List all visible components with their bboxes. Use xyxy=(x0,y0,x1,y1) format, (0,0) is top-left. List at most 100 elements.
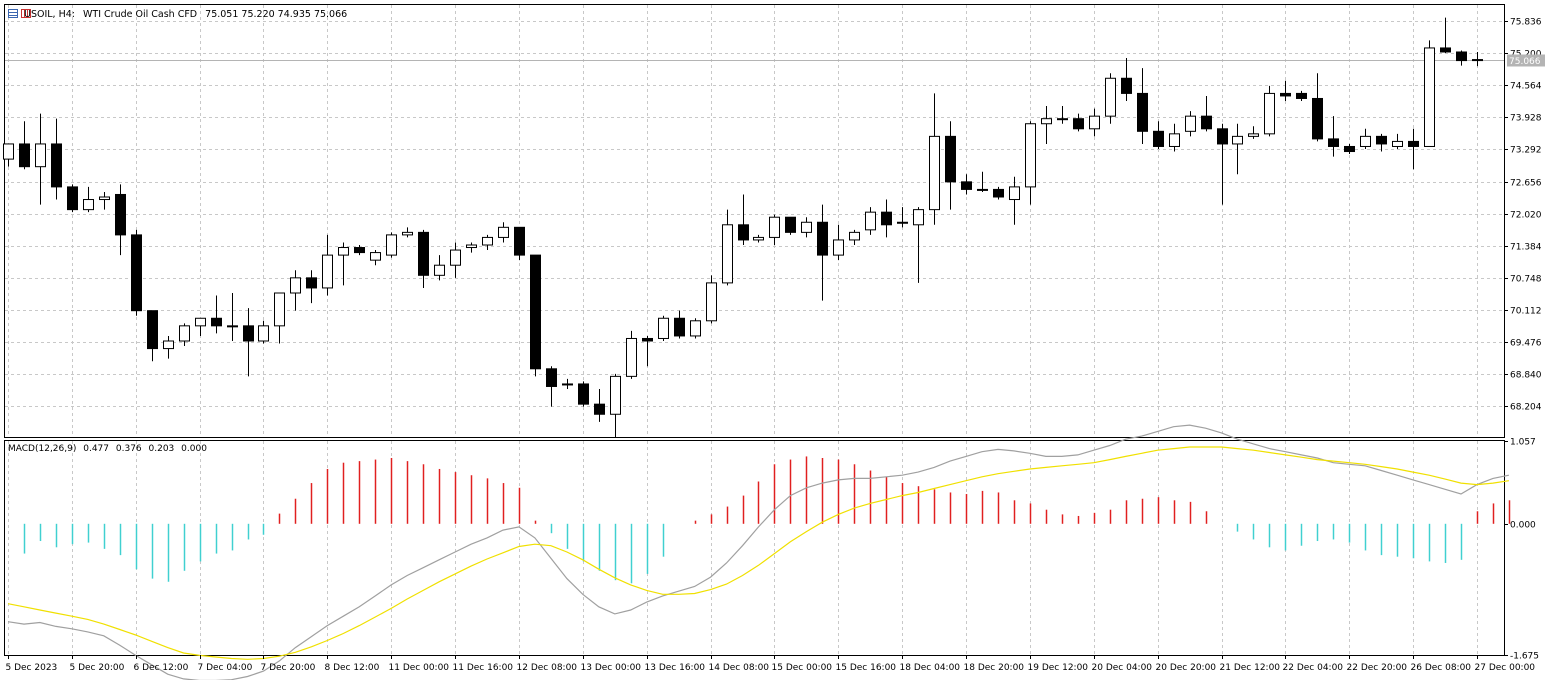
candle-body xyxy=(35,143,46,168)
chart-type-icon[interactable] xyxy=(21,9,31,18)
candle-body xyxy=(195,317,206,327)
candle-body xyxy=(51,143,62,188)
time-tick-label: 11 Dec 00:00 xyxy=(389,663,450,673)
candle-body xyxy=(1424,47,1435,147)
price-tick-label: 72.656 xyxy=(1510,179,1542,189)
candle-body xyxy=(1057,118,1068,121)
macd-value-1: 0.376 xyxy=(115,444,142,454)
price-tick-label: 68.204 xyxy=(1510,403,1542,413)
candle-body xyxy=(466,244,477,249)
candle-body xyxy=(738,224,749,241)
candle-body xyxy=(993,188,1004,198)
current-price-label: 75.066 xyxy=(1509,57,1541,67)
candle-body xyxy=(769,216,780,238)
candle-body xyxy=(753,236,764,241)
candle-body xyxy=(913,209,924,226)
candle-body xyxy=(1280,92,1291,97)
axis-layer: 75.83675.20074.56473.92873.29272.65672.0… xyxy=(6,18,1545,673)
time-tick-label: 15 Dec 16:00 xyxy=(836,663,897,673)
candle-body xyxy=(498,226,509,238)
candle-body xyxy=(1169,133,1180,147)
price-layer xyxy=(3,17,1504,437)
candle-body xyxy=(961,181,972,190)
candle-body xyxy=(290,277,301,294)
candle-body xyxy=(977,188,988,191)
candle-body xyxy=(115,193,126,236)
candle-body xyxy=(1201,115,1212,130)
candle-body xyxy=(1296,92,1307,99)
time-tick-label: 18 Dec 20:00 xyxy=(964,663,1025,673)
time-tick-label: 7 Dec 04:00 xyxy=(198,663,253,673)
time-tick-label: 20 Dec 20:00 xyxy=(1156,663,1217,673)
candle-body xyxy=(1232,135,1243,145)
symbol-label: USOIL, H4: xyxy=(24,9,75,20)
candle-body xyxy=(785,216,796,233)
candle-body xyxy=(1089,115,1100,130)
candle-body xyxy=(1217,128,1228,145)
candle-body xyxy=(338,247,349,256)
time-tick-label: 13 Dec 16:00 xyxy=(645,663,706,673)
candle-body xyxy=(67,186,78,211)
candle-body xyxy=(1105,77,1116,117)
candle-body xyxy=(19,143,30,168)
candle-body xyxy=(322,254,333,289)
candle-body xyxy=(179,325,190,342)
candle-body xyxy=(1041,118,1052,125)
time-tick-label: 5 Dec 2023 xyxy=(6,663,58,673)
candle-body xyxy=(1137,92,1148,132)
candle-body xyxy=(306,277,317,289)
candle-body xyxy=(1073,118,1084,130)
candle-body xyxy=(99,196,110,201)
candle-body xyxy=(1312,97,1323,140)
chart-header: USOIL, H4: WTI Crude Oil Cash CFD 75.051… xyxy=(24,9,352,20)
candle-body xyxy=(865,211,876,231)
time-tick-label: 27 Dec 00:00 xyxy=(1475,663,1536,673)
macd-tick-label: 0.000 xyxy=(1510,521,1536,531)
candle-body xyxy=(801,221,812,233)
candle-body xyxy=(370,252,381,261)
candle-body xyxy=(1392,140,1403,147)
candle-body xyxy=(1121,77,1132,94)
grid-layer xyxy=(5,5,1504,655)
candle-body xyxy=(1185,115,1196,132)
candle-body xyxy=(610,375,621,415)
price-tick-label: 73.292 xyxy=(1510,146,1542,156)
price-tick-label: 73.928 xyxy=(1510,114,1542,124)
symbol-description: WTI Crude Oil Cash CFD xyxy=(83,9,198,20)
candle-body xyxy=(1248,133,1259,137)
candle-body xyxy=(418,231,429,276)
candle-body xyxy=(1344,145,1355,153)
chart-grid-icon[interactable] xyxy=(8,9,18,18)
candle-body xyxy=(514,226,525,256)
candle-body xyxy=(849,231,860,241)
candle-body xyxy=(562,383,573,386)
candle-body xyxy=(386,234,397,256)
macd-params-label: MACD(12,26,9) xyxy=(8,444,77,454)
ohlc-values: 75.051 75.220 74.935 75.066 xyxy=(205,9,348,20)
candle-body xyxy=(1025,123,1036,188)
time-tick-label: 12 Dec 08:00 xyxy=(517,663,578,673)
candle-body xyxy=(1264,92,1275,135)
price-tick-label: 71.384 xyxy=(1510,243,1542,253)
macd-value-0: 0.477 xyxy=(83,444,109,454)
time-tick-label: 15 Dec 00:00 xyxy=(772,663,833,673)
candle-body xyxy=(530,254,541,370)
price-tick-label: 72.020 xyxy=(1510,211,1542,221)
macd-tick-label: -1.675 xyxy=(1510,652,1539,662)
time-tick-label: 22 Dec 04:00 xyxy=(1283,663,1344,673)
price-tick-label: 70.748 xyxy=(1510,275,1542,285)
price-tick-label: 74.564 xyxy=(1510,82,1542,92)
time-tick-label: 14 Dec 08:00 xyxy=(709,663,770,673)
candle-body xyxy=(1456,51,1467,62)
candle-body xyxy=(626,337,637,377)
macd-header: MACD(12,26,9) 0.477 0.376 0.203 0.000 xyxy=(8,444,211,454)
time-tick-label: 11 Dec 16:00 xyxy=(453,663,514,673)
candle-body xyxy=(402,231,413,236)
candle-body xyxy=(690,320,701,337)
candle-body xyxy=(722,224,733,284)
candle-body xyxy=(163,340,174,350)
time-tick-label: 19 Dec 12:00 xyxy=(1028,663,1089,673)
candle-body xyxy=(642,337,653,342)
macd-pane-frame xyxy=(4,440,1505,656)
